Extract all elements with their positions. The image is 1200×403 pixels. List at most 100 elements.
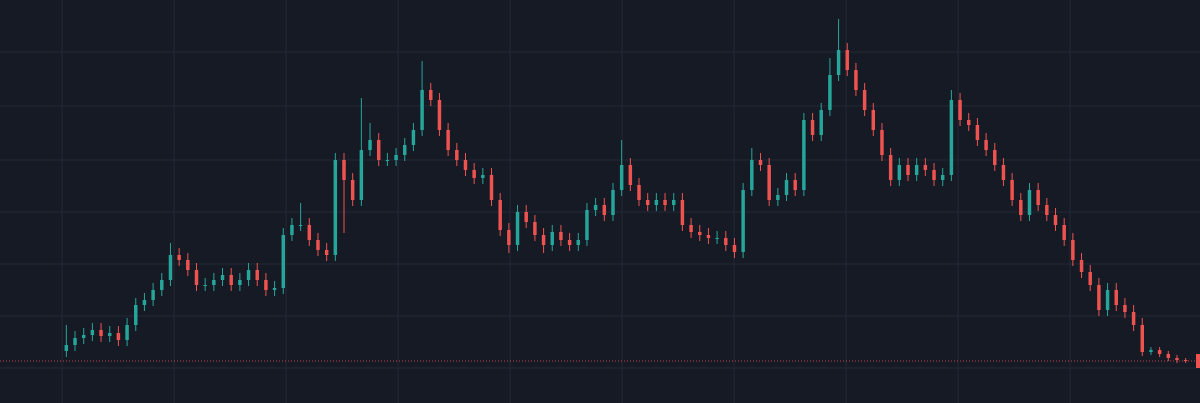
candle-body <box>342 160 346 180</box>
candle-body <box>923 165 928 170</box>
candle-body <box>1131 312 1136 325</box>
candle-body <box>836 50 841 75</box>
candle-body <box>567 240 572 245</box>
candle-body <box>862 90 867 110</box>
candle-body <box>229 275 233 285</box>
candle-body <box>871 110 876 130</box>
candle-body <box>914 165 919 175</box>
candle-body <box>619 165 624 190</box>
candle-body <box>1097 285 1101 310</box>
candle-body <box>984 140 988 150</box>
candle-body <box>1175 358 1179 360</box>
candle-body <box>246 270 251 280</box>
candle-body <box>429 90 433 100</box>
candle-body <box>324 250 329 255</box>
candle-body <box>1071 240 1075 260</box>
candle-body <box>880 130 884 155</box>
candle-body <box>168 255 173 280</box>
candle-body <box>793 180 797 190</box>
candle-body <box>333 160 338 255</box>
candle-body <box>810 120 815 135</box>
candle-body <box>376 140 381 160</box>
candle-body <box>689 225 693 232</box>
candle-body <box>1079 260 1084 272</box>
candle-body <box>203 285 207 286</box>
candle-body <box>611 190 615 215</box>
candle-body <box>559 232 563 240</box>
candle-body <box>272 288 277 290</box>
candle-body <box>1114 290 1118 305</box>
candle-body <box>637 185 641 200</box>
candle-body <box>906 165 910 175</box>
candle-body <box>940 175 945 180</box>
candle-body <box>680 200 685 225</box>
candle-body <box>533 222 537 235</box>
candle-body <box>975 125 980 140</box>
candle-body <box>1010 180 1014 200</box>
candle-body <box>932 170 936 180</box>
candle-body <box>220 275 225 280</box>
candle-body <box>585 210 589 240</box>
candle-body <box>290 225 294 235</box>
candle-body <box>316 240 320 250</box>
candle-body <box>107 333 112 336</box>
candle-body <box>264 280 268 290</box>
candle-body <box>784 180 789 195</box>
candle-body <box>463 160 468 170</box>
candle-body <box>1053 215 1058 225</box>
candle-body <box>507 230 511 245</box>
candle-body <box>1149 350 1153 352</box>
candle-body <box>1140 325 1145 352</box>
candle-body <box>698 232 702 235</box>
candle-body <box>142 300 147 305</box>
candle-body <box>472 170 476 178</box>
candle-body <box>403 145 407 155</box>
candle-body <box>368 140 372 150</box>
candle-body <box>1045 205 1049 215</box>
candle-body <box>724 238 728 245</box>
candle-body <box>498 200 502 230</box>
candle-body <box>194 270 199 285</box>
candle-body <box>481 175 485 178</box>
candle-body <box>385 160 390 161</box>
candle-body <box>741 190 745 252</box>
candle-body <box>73 338 77 345</box>
candle-body <box>307 225 312 240</box>
candle-body <box>732 245 737 252</box>
candle-body <box>845 50 849 70</box>
candle-body <box>958 100 962 120</box>
candle-body <box>64 345 69 351</box>
candle-body <box>576 240 581 245</box>
candle-body <box>1105 290 1110 310</box>
candle-body <box>1166 354 1171 358</box>
candle-body <box>645 200 650 205</box>
candle-body <box>993 150 997 165</box>
candle-body <box>151 290 155 300</box>
candle-body <box>967 120 971 125</box>
candle-body <box>524 212 528 222</box>
candle-body <box>888 155 893 180</box>
candle-body <box>758 160 763 165</box>
candle-body <box>446 130 450 150</box>
candle-body <box>671 200 676 205</box>
candle-body <box>602 205 607 215</box>
candle-body <box>186 260 190 270</box>
candle-body <box>593 205 598 210</box>
candle-body <box>81 335 86 338</box>
candle-body <box>1062 225 1066 240</box>
candle-body <box>489 175 494 200</box>
candle-body <box>1088 272 1092 285</box>
candle-body <box>90 330 95 335</box>
candle-body <box>420 90 424 130</box>
candle-body <box>802 120 806 190</box>
candle-body <box>212 280 216 285</box>
candle-body <box>455 150 459 160</box>
candle-body <box>298 225 303 226</box>
candle-body <box>1027 190 1032 215</box>
candle-body <box>134 305 138 325</box>
candle-body <box>776 195 780 200</box>
candle-body <box>515 212 520 245</box>
candle-body <box>411 130 416 145</box>
